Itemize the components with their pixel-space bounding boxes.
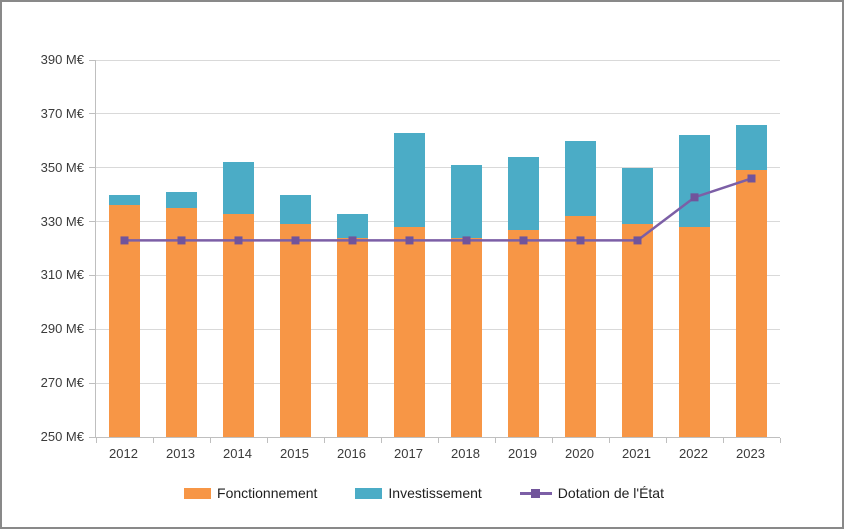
x-axis-tick xyxy=(665,438,667,443)
bar-fonctionnement-2015 xyxy=(280,224,311,437)
bar-investissement-2023 xyxy=(736,124,767,171)
bar-fonctionnement-2018 xyxy=(451,237,482,437)
dotation-marker xyxy=(519,236,528,245)
x-axis-tick-label: 2020 xyxy=(565,446,594,461)
bar-fonctionnement-2019 xyxy=(508,229,539,437)
x-axis-tick xyxy=(494,438,496,443)
bar-investissement-2016 xyxy=(337,213,368,238)
x-axis-tick xyxy=(209,438,211,443)
legend-label-investissement: Investissement xyxy=(388,485,482,501)
x-axis-tick-label: 2021 xyxy=(622,446,651,461)
dotation-marker xyxy=(234,236,243,245)
dotation-marker xyxy=(690,193,699,202)
x-axis-tick-label: 2023 xyxy=(736,446,765,461)
x-axis-tick-label: 2014 xyxy=(223,446,252,461)
y-axis-tick-label: 250 M€ xyxy=(40,429,84,444)
plot-area xyxy=(89,59,781,443)
dotation-line-marker-icon xyxy=(519,488,552,499)
bar-fonctionnement-2020 xyxy=(565,216,596,437)
y-axis-tick xyxy=(89,113,95,115)
y-axis-tick xyxy=(89,328,95,330)
gridline xyxy=(96,382,780,384)
legend-label-dotation: Dotation de l'État xyxy=(557,485,664,501)
bar-investissement-2012 xyxy=(109,194,140,206)
y-axis-tick-label: 350 M€ xyxy=(40,159,84,175)
y-axis-tick xyxy=(89,221,95,223)
bar-investissement-2015 xyxy=(280,194,311,225)
y-axis-tick xyxy=(89,167,95,169)
legend-label-fonctionnement: Fonctionnement xyxy=(217,485,318,501)
x-axis-tick-label: 2022 xyxy=(679,446,708,461)
bar-investissement-2021 xyxy=(622,167,653,225)
x-axis-tick-label: 2019 xyxy=(508,446,537,461)
bar-investissement-2017 xyxy=(394,132,425,227)
x-axis-tick xyxy=(380,438,382,443)
y-axis-tick-label: 370 M€ xyxy=(40,105,84,121)
x-axis-tick xyxy=(551,438,553,443)
bar-fonctionnement-2021 xyxy=(622,224,653,437)
y-axis-tick xyxy=(89,382,95,384)
y-axis-tick-label: 270 M€ xyxy=(40,375,84,391)
legend-item-investissement: Investissement xyxy=(355,485,482,501)
y-axis-tick-label: 330 M€ xyxy=(40,213,84,229)
dotation-marker xyxy=(177,236,186,245)
dotation-marker xyxy=(291,236,300,245)
x-axis-tick-label: 2012 xyxy=(109,446,138,461)
x-axis-tick xyxy=(722,438,724,443)
bar-fonctionnement-2017 xyxy=(394,226,425,437)
investissement-swatch-icon xyxy=(355,487,383,499)
bar-fonctionnement-2023 xyxy=(736,170,767,437)
bar-fonctionnement-2014 xyxy=(223,213,254,437)
y-axis-tick-label: 290 M€ xyxy=(40,321,84,337)
gridline xyxy=(96,59,780,61)
x-axis-tick xyxy=(152,438,154,443)
bar-investissement-2022 xyxy=(679,135,710,227)
bar-investissement-2018 xyxy=(451,165,482,238)
x-axis-tick xyxy=(95,438,97,443)
y-axis-tick-label: 390 M€ xyxy=(40,52,84,67)
x-axis-tick-label: 2018 xyxy=(451,446,480,461)
dotation-marker xyxy=(348,236,357,245)
x-axis-tick xyxy=(266,438,268,443)
bar-investissement-2014 xyxy=(223,162,254,214)
gridline xyxy=(96,167,780,169)
fonctionnement-swatch-icon xyxy=(184,487,212,499)
dotation-line xyxy=(120,174,756,245)
bar-fonctionnement-2016 xyxy=(337,237,368,437)
legend-item-dotation: Dotation de l'État xyxy=(519,485,664,501)
x-axis-tick-label: 2013 xyxy=(166,446,195,461)
x-axis-tick-label: 2017 xyxy=(394,446,423,461)
y-axis-tick-label: 310 M€ xyxy=(40,267,84,283)
gridline xyxy=(96,328,780,330)
y-axis-tick xyxy=(89,274,95,276)
chart-legend: Fonctionnement Investissement Dotation d… xyxy=(2,479,842,507)
gridline xyxy=(96,113,780,115)
x-axis-tick xyxy=(323,438,325,443)
dotation-marker xyxy=(405,236,414,245)
bar-fonctionnement-2013 xyxy=(166,208,197,437)
bar-fonctionnement-2022 xyxy=(679,226,710,437)
bar-investissement-2019 xyxy=(508,156,539,230)
gridline xyxy=(96,274,780,276)
x-axis-tick xyxy=(437,438,439,443)
x-axis-tick-label: 2015 xyxy=(280,446,309,461)
dotation-marker xyxy=(120,236,129,245)
dotation-marker xyxy=(576,236,585,245)
x-axis-tick xyxy=(608,438,610,443)
y-axis-tick xyxy=(89,59,95,61)
bar-investissement-2020 xyxy=(565,140,596,217)
x-axis-tick xyxy=(779,438,781,443)
dotation-marker xyxy=(747,174,756,183)
y-axis-tick xyxy=(89,436,95,438)
gridline xyxy=(96,221,780,223)
bar-investissement-2013 xyxy=(166,191,197,209)
x-axis-tick-label: 2016 xyxy=(337,446,366,461)
legend-item-fonctionnement: Fonctionnement xyxy=(184,485,317,501)
dotation-marker xyxy=(633,236,642,245)
dotation-marker xyxy=(462,236,471,245)
